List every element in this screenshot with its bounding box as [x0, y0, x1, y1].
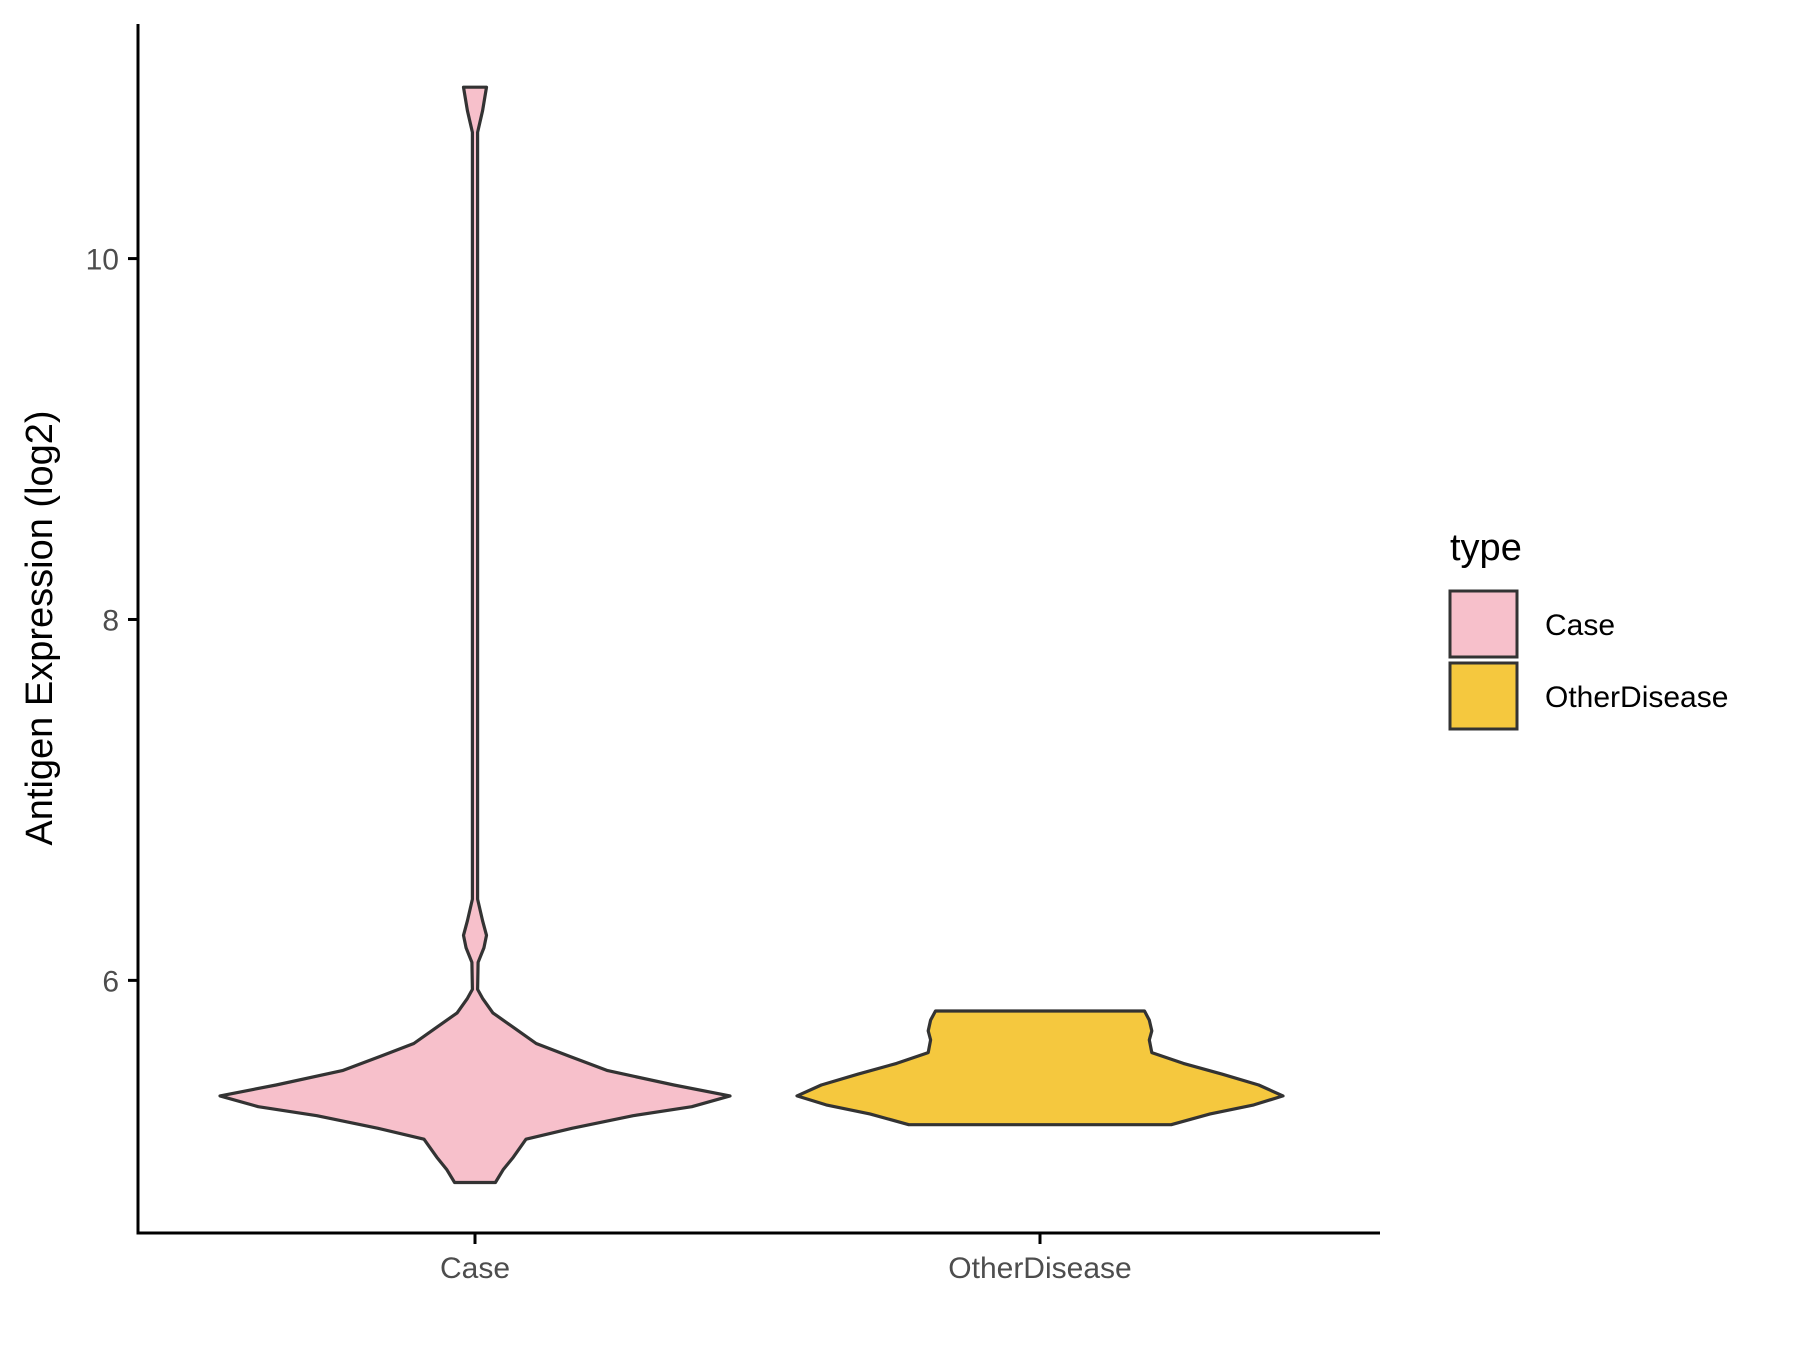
axes [136, 24, 1380, 1235]
legend-key-otherdisease [1448, 661, 1519, 731]
legend: type Case OtherDisease [1448, 527, 1728, 731]
x-ticks: Case OtherDisease [440, 1233, 1132, 1285]
legend-label: OtherDisease [1545, 681, 1728, 714]
legend-key-case [1448, 589, 1519, 659]
y-tick-label: 10 [86, 244, 119, 277]
violin-otherdisease [795, 1009, 1285, 1127]
x-tick-label: OtherDisease [948, 1252, 1131, 1285]
y-ticks: 6 8 10 [86, 244, 138, 998]
y-tick-label: 8 [102, 604, 119, 637]
violin-layer [218, 85, 1285, 1185]
legend-title: type [1450, 527, 1522, 569]
legend-entries: Case OtherDisease [1448, 589, 1728, 731]
violin-case [218, 85, 732, 1185]
y-tick-label: 6 [102, 965, 119, 998]
x-tick-label: Case [440, 1252, 510, 1285]
legend-label: Case [1545, 609, 1615, 642]
y-axis-title: Antigen Expression (log2) [19, 410, 61, 845]
